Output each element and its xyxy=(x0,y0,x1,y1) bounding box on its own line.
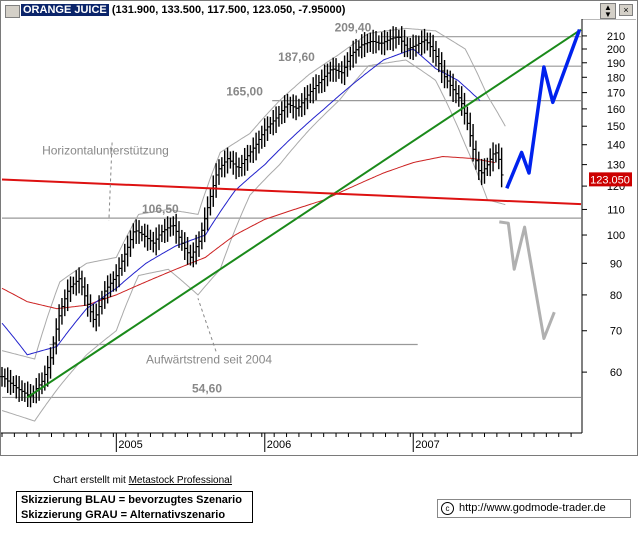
y-tick-label: 60 xyxy=(610,367,622,379)
close-button[interactable]: × xyxy=(619,4,633,16)
source-url[interactable]: c http://www.godmode-trader.de xyxy=(437,499,631,518)
chart-credit: Chart erstellt mit Metastock Professiona… xyxy=(53,475,232,486)
title-bar: ORANGE JUICE (131.900, 133.500, 117.500,… xyxy=(2,2,636,20)
y-tick-label: 70 xyxy=(610,326,622,338)
quote-values: (131.900, 133.500, 117.500, 123.050, -7.… xyxy=(111,4,346,16)
bollinger-lower xyxy=(1,59,506,422)
last-price-label: 123.050 xyxy=(590,174,630,186)
last-price-marker xyxy=(589,172,632,187)
scenario-legend: Skizzierung BLAU = bevorzugtes Szenario … xyxy=(16,491,253,523)
y-tick-label: 200 xyxy=(607,44,625,56)
level-label: 187,60 xyxy=(278,50,315,64)
y-tick-label: 190 xyxy=(607,58,625,70)
y-tick-label: 140 xyxy=(607,140,625,152)
level-label: 209,40 xyxy=(335,21,372,35)
price-chart: 209,40 187,60 165,00 106,50 54,60 Horizontalu… xyxy=(0,19,632,452)
legend-blue: Skizzierung BLAU = bevorzugtes Szenario xyxy=(21,494,242,506)
price-bar xyxy=(499,147,504,188)
level-label: 165,00 xyxy=(226,85,263,99)
x-tick-label: 2005 xyxy=(118,439,142,451)
horizontal-support-line xyxy=(1,178,582,206)
y-tick-label: 80 xyxy=(610,290,622,302)
annotation-leader xyxy=(108,142,113,221)
symbol-name: ORANGE JUICE xyxy=(21,4,109,16)
y-tick-label: 160 xyxy=(607,104,625,116)
y-tick-label: 170 xyxy=(607,88,625,100)
metastock-link[interactable]: Metastock Professional xyxy=(128,475,232,486)
y-tick-label: 90 xyxy=(610,258,622,270)
uptrend-line xyxy=(26,28,582,399)
annotation-label: Horizontalunterstützung xyxy=(42,143,169,157)
moving-average-short xyxy=(1,48,481,356)
scenario-gray-path xyxy=(499,220,556,340)
scenario-blue-path xyxy=(505,28,582,189)
y-tick-label: 130 xyxy=(607,160,625,172)
plot-area xyxy=(1,19,582,433)
window-title: ORANGE JUICE (131.900, 133.500, 117.500,… xyxy=(21,3,345,18)
url-text: http://www.godmode-trader.de xyxy=(459,502,606,514)
x-tick-label: 2007 xyxy=(415,439,439,451)
legend-gray: Skizzierung GRAU = Alternativszenario xyxy=(21,509,226,521)
x-tick-label: 2006 xyxy=(267,439,291,451)
window-system-icon[interactable] xyxy=(5,5,20,18)
level-label: 106,50 xyxy=(142,202,179,216)
copyright-icon: c xyxy=(441,501,454,515)
y-tick-label: 180 xyxy=(607,72,625,84)
y-tick-label: 110 xyxy=(607,204,625,216)
y-tick-label: 100 xyxy=(607,230,625,242)
y-tick-label: 150 xyxy=(607,121,625,133)
annotation-label: Aufwärtstrend seit 2004 xyxy=(146,352,272,366)
credit-text: Chart erstellt mit xyxy=(53,475,129,486)
y-tick-label: 210 xyxy=(607,31,625,43)
scroll-updown-icon[interactable]: ▲ ▼ xyxy=(600,3,616,19)
level-label: 54,60 xyxy=(192,381,222,395)
bollinger-upper xyxy=(1,27,506,360)
